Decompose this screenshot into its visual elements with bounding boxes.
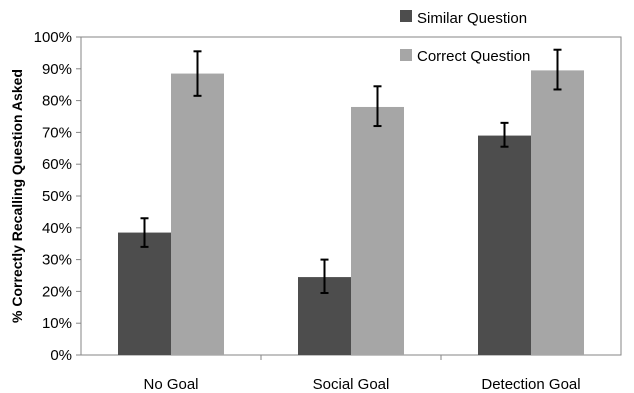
y-tick-label: 90% [42,61,72,78]
x-category-label: No Goal [143,376,198,393]
y-tick-label: 10% [42,315,72,332]
x-category-label: Detection Goal [481,376,580,393]
bars [118,70,584,356]
y-tick-label: 30% [42,252,72,269]
x-axis-categories: No Goal Social Goal Detection Goal [143,355,581,393]
y-tick-label: 40% [42,220,72,237]
y-tick-label: 0% [50,347,72,364]
bar [118,232,171,355]
y-tick-label: 80% [42,93,72,110]
y-tick-label: 20% [42,283,72,300]
x-category-label: Social Goal [313,376,390,393]
y-axis-ticks: 0% 10% 20% 30% 40% 50% 60% 70% 80% 90% 100% [34,29,81,364]
legend-label: Similar Question [417,10,527,27]
legend-label: Correct Question [417,48,530,65]
y-tick-label: 50% [42,188,72,205]
bar [531,70,584,355]
y-tick-label: 70% [42,124,72,141]
bar [351,106,404,356]
legend-swatch [400,49,412,61]
y-tick-label: 60% [42,156,72,173]
error-bars [140,48,562,294]
legend-swatch [400,10,412,22]
legend: Similar Question Correct Question [400,10,530,65]
bar [478,135,531,355]
y-tick-label: 100% [34,29,72,46]
y-axis-label: % Correctly Recalling Question Asked [9,69,25,323]
bar [171,73,224,355]
